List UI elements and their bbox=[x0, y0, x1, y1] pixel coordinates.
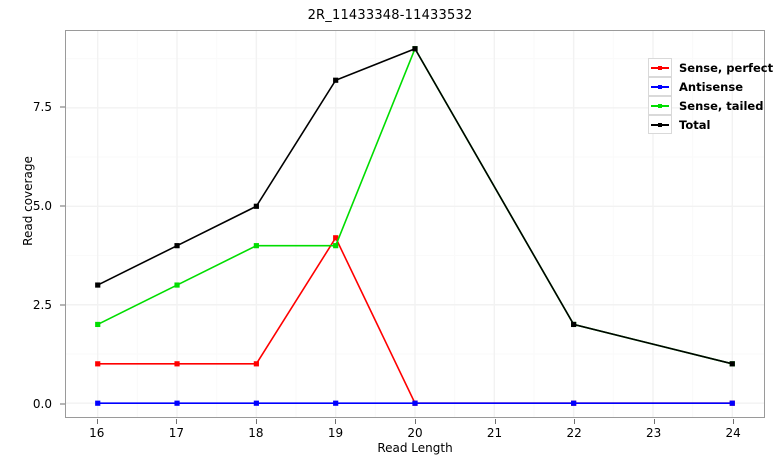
legend-key-icon bbox=[648, 96, 672, 115]
x-axis-tick-mark bbox=[733, 419, 735, 424]
series-line bbox=[97, 47, 733, 365]
legend-item-label: Sense, tailed bbox=[679, 98, 764, 113]
x-axis-tick-mark bbox=[176, 419, 178, 424]
data-point-marker bbox=[174, 243, 180, 249]
data-point-marker bbox=[333, 243, 339, 249]
legend-item[interactable]: Total bbox=[648, 115, 773, 134]
y-axis-tick-mark bbox=[60, 205, 65, 207]
x-axis-tick-label: 22 bbox=[566, 426, 582, 440]
data-point-marker bbox=[333, 400, 339, 406]
data-point-marker bbox=[729, 400, 735, 406]
data-point-marker bbox=[571, 321, 577, 328]
data-point-marker bbox=[253, 203, 259, 209]
data-point-marker bbox=[174, 282, 180, 288]
legend-item-label: Total bbox=[679, 117, 711, 132]
data-point-marker bbox=[95, 361, 101, 367]
data-point-marker bbox=[174, 361, 180, 367]
data-point-marker bbox=[333, 235, 339, 241]
legend-item[interactable]: Sense, tailed bbox=[648, 96, 773, 115]
x-axis-tick-label: 18 bbox=[248, 426, 264, 440]
x-axis-tick-label: 24 bbox=[725, 426, 741, 440]
series-line bbox=[97, 46, 733, 365]
legend-key-icon bbox=[648, 115, 672, 134]
data-point-marker bbox=[333, 77, 339, 83]
data-point-marker bbox=[174, 400, 180, 406]
x-axis-tick-label: 23 bbox=[645, 426, 662, 440]
legend-key-icon bbox=[648, 77, 672, 96]
y-axis-tick-label: 0.0 bbox=[32, 397, 52, 412]
legend-key-icon bbox=[648, 58, 672, 77]
x-axis-tick-mark bbox=[96, 419, 98, 424]
x-axis-tick-label: 19 bbox=[327, 426, 344, 440]
x-axis-tick-mark bbox=[415, 419, 416, 424]
y-axis-tick-mark bbox=[60, 304, 65, 306]
data-point-marker bbox=[253, 243, 259, 249]
x-axis-tick-mark bbox=[574, 419, 576, 424]
x-axis-tick-label: 16 bbox=[89, 426, 105, 440]
data-point-marker bbox=[729, 361, 735, 367]
data-point-marker bbox=[253, 361, 259, 367]
x-axis-tick-label: 17 bbox=[168, 426, 184, 440]
legend-item[interactable]: Sense, perfect bbox=[648, 58, 773, 77]
x-axis-tick-mark bbox=[335, 419, 337, 424]
chart-title: 2R_11433348-11433532 bbox=[307, 8, 473, 23]
x-axis-title: Read Length bbox=[377, 441, 453, 455]
x-axis-tick-label: 21 bbox=[486, 426, 503, 440]
series-line bbox=[97, 236, 733, 405]
data-point-marker bbox=[95, 282, 101, 288]
legend-item-label: Antisense bbox=[679, 79, 744, 94]
legend-item[interactable]: Antisense bbox=[648, 77, 773, 96]
y-axis-tick-label: 2.5 bbox=[32, 298, 52, 313]
legend-item-label: Sense, perfect bbox=[679, 60, 774, 75]
data-point-marker bbox=[412, 400, 418, 406]
data-point-marker bbox=[412, 46, 418, 52]
x-axis-tick-mark bbox=[255, 419, 257, 424]
x-axis-tick-mark bbox=[494, 419, 496, 424]
x-axis-tick-label: 20 bbox=[407, 426, 423, 440]
y-axis-tick-mark bbox=[60, 106, 65, 108]
y-axis-tick-label: 7.5 bbox=[32, 100, 52, 115]
y-axis-tick-mark bbox=[60, 403, 65, 405]
chart-legend: Sense, perfect Antisense Sense, tailed Tota… bbox=[648, 58, 773, 134]
data-series-layer bbox=[95, 46, 735, 406]
data-point-marker bbox=[571, 400, 577, 406]
x-axis-tick-mark bbox=[653, 419, 655, 424]
data-point-marker bbox=[95, 321, 101, 328]
y-axis-tick-label: 5.0 bbox=[32, 199, 52, 214]
data-point-marker bbox=[253, 400, 259, 406]
data-point-marker bbox=[95, 400, 101, 406]
